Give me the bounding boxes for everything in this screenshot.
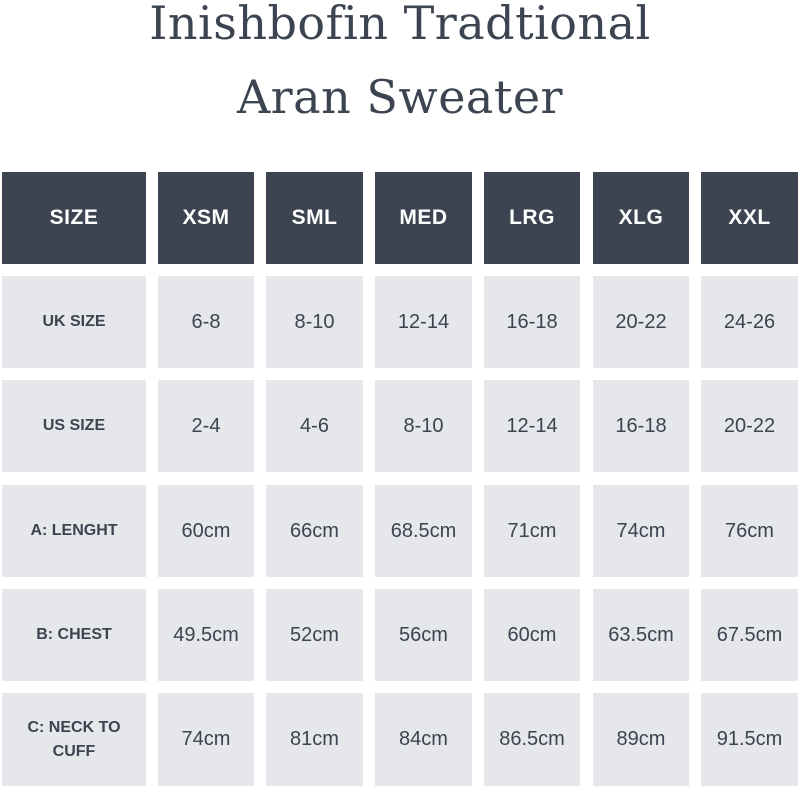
page-title-line-1: Inishbofin Tradtional: [149, 0, 651, 50]
table-cell: 52cm: [266, 589, 363, 681]
table-cell: 60cm: [158, 485, 254, 577]
row-label-length: A: LENGHT: [2, 485, 146, 577]
table-cell: 12-14: [375, 276, 472, 368]
table-cell: 74cm: [593, 485, 689, 577]
table-cell: 24-26: [701, 276, 798, 368]
header-size: SIZE: [2, 172, 146, 264]
header-xxl: XXL: [701, 172, 798, 264]
table-cell: 49.5cm: [158, 589, 254, 681]
row-label-uk-size: UK SIZE: [2, 276, 146, 368]
table-cell: 60cm: [484, 589, 580, 681]
table-cell: 76cm: [701, 485, 798, 577]
table-cell: 2-4: [158, 380, 254, 472]
table-cell: 8-10: [375, 380, 472, 472]
table-cell: 91.5cm: [701, 693, 798, 786]
table-cell: 8-10: [266, 276, 363, 368]
row-label-chest: B: CHEST: [2, 589, 146, 681]
table-cell: 20-22: [593, 276, 689, 368]
table-cell: 89cm: [593, 693, 689, 786]
row-label-us-size: US SIZE: [2, 380, 146, 472]
table-cell: 56cm: [375, 589, 472, 681]
table-cell: 66cm: [266, 485, 363, 577]
row-label-neck-to-cuff: C: NECK TO CUFF: [2, 693, 146, 786]
table-cell: 12-14: [484, 380, 580, 472]
page-title-line-2: Aran Sweater: [236, 70, 564, 124]
header-sml: SML: [266, 172, 363, 264]
table-cell: 16-18: [593, 380, 689, 472]
table-cell: 68.5cm: [375, 485, 472, 577]
header-lrg: LRG: [484, 172, 580, 264]
table-cell: 4-6: [266, 380, 363, 472]
table-cell: 71cm: [484, 485, 580, 577]
table-cell: 16-18: [484, 276, 580, 368]
header-xlg: XLG: [593, 172, 689, 264]
table-cell: 20-22: [701, 380, 798, 472]
header-xsm: XSM: [158, 172, 254, 264]
table-cell: 81cm: [266, 693, 363, 786]
table-cell: 67.5cm: [701, 589, 798, 681]
table-cell: 74cm: [158, 693, 254, 786]
table-cell: 84cm: [375, 693, 472, 786]
header-med: MED: [375, 172, 472, 264]
table-cell: 86.5cm: [484, 693, 580, 786]
table-cell: 6-8: [158, 276, 254, 368]
table-cell: 63.5cm: [593, 589, 689, 681]
